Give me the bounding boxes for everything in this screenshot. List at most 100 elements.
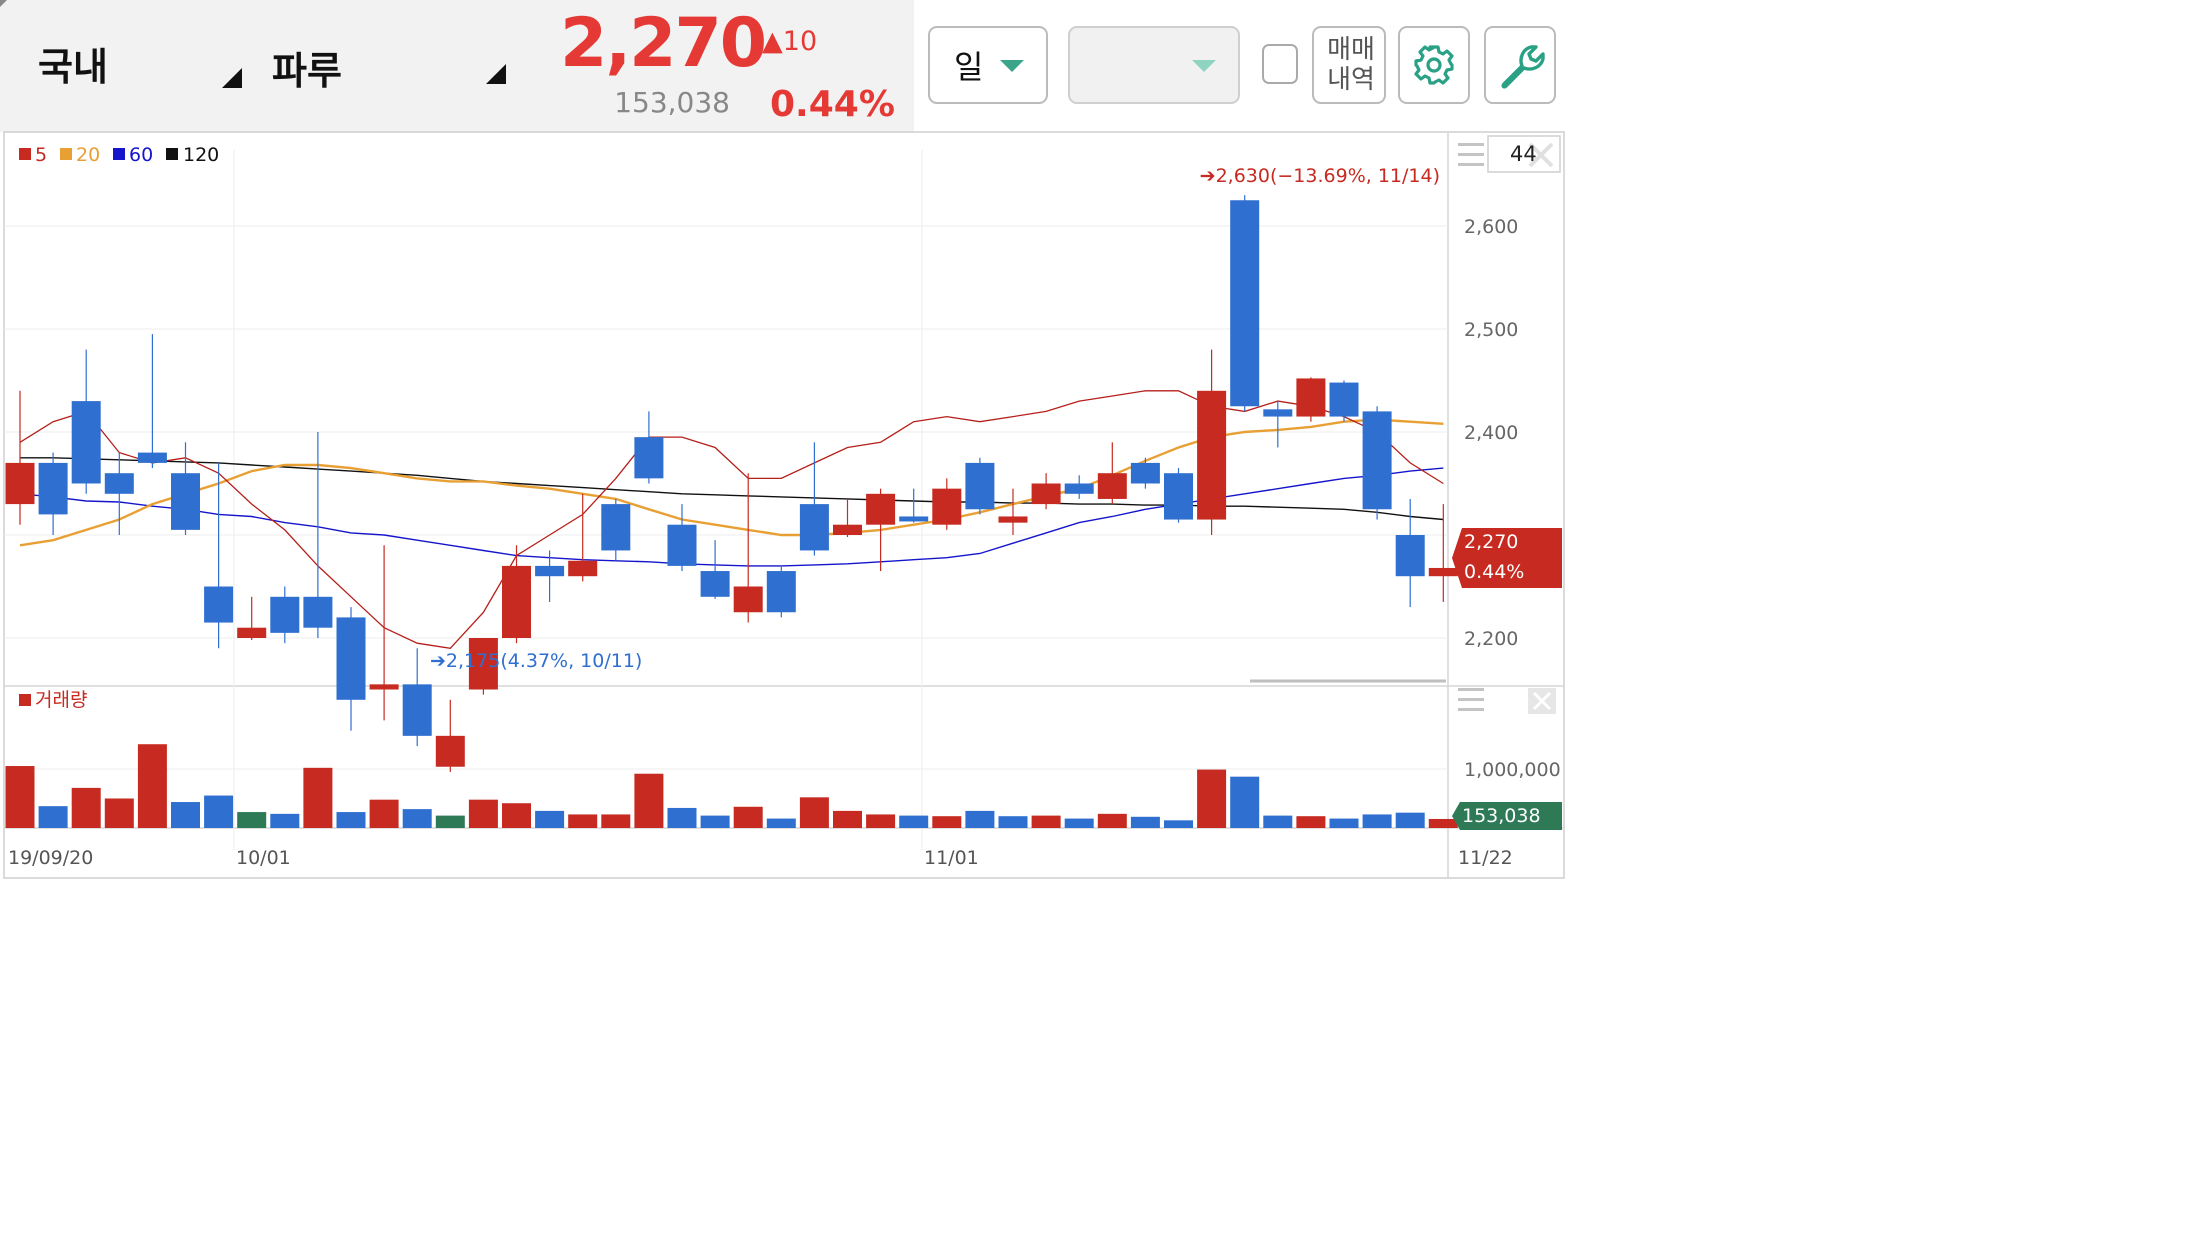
candle-body xyxy=(137,452,167,463)
count-box[interactable]: 44 xyxy=(1487,135,1561,173)
volume-bar xyxy=(1428,818,1458,828)
candlestick-series xyxy=(5,195,1458,772)
volume-bar xyxy=(1064,818,1094,828)
trade-history-button[interactable]: 매매 내역 xyxy=(1312,26,1386,104)
x-tick-label: 19/09/20 xyxy=(8,847,93,869)
candle-body xyxy=(998,516,1028,523)
close-icon xyxy=(1532,691,1552,711)
volume-bar xyxy=(468,799,498,828)
volume-bar xyxy=(303,767,333,828)
candle-body xyxy=(1130,462,1160,484)
candle-body xyxy=(667,524,697,566)
candle-body xyxy=(204,586,234,623)
candle-body xyxy=(1197,390,1227,520)
wrench-icon xyxy=(1501,45,1545,89)
candle-body xyxy=(104,473,134,494)
trade-history-label-1: 매매 xyxy=(1327,35,1375,65)
price-pane-menu-icon[interactable] xyxy=(1458,143,1484,166)
volume-bar xyxy=(270,813,300,828)
candle-body xyxy=(1296,378,1326,417)
stock-chart[interactable]: 2,600 2,500 2,400 2,200 1,000,000 19/09/20 10… xyxy=(0,0,1568,882)
current-price-tag: 2,270 0.44% xyxy=(1452,528,1562,588)
x-tick-labels: 19/09/20 10/01 11/01 11/22 xyxy=(8,847,1513,869)
candle-body xyxy=(932,488,962,525)
volume-bar xyxy=(568,814,598,828)
date-grid xyxy=(233,150,923,850)
chart-frame xyxy=(3,131,1565,879)
volume-bar xyxy=(535,810,565,828)
candle-body xyxy=(568,560,598,577)
corner-marker xyxy=(0,0,7,7)
volume-bar xyxy=(1164,820,1193,828)
market-dropdown-icon xyxy=(222,68,242,88)
candle-body xyxy=(965,462,995,510)
period-dropdown[interactable]: 일 xyxy=(928,26,1048,104)
indicator-dropdown[interactable] xyxy=(1068,26,1240,104)
volume-bar xyxy=(866,814,896,828)
volume-bar xyxy=(700,815,730,828)
candle-body xyxy=(369,684,399,690)
gear-icon xyxy=(1414,45,1454,85)
price-change: ▲10 xyxy=(762,26,818,57)
y-tick-label: 2,200 xyxy=(1464,628,1518,650)
volume-bar xyxy=(71,787,101,828)
candle-body xyxy=(270,596,300,633)
volume-bar xyxy=(435,815,465,828)
volume-bar xyxy=(1263,815,1293,828)
compare-checkbox[interactable] xyxy=(1262,44,1298,84)
volume-bar xyxy=(402,809,432,828)
legend-ma60-label: 60 xyxy=(129,144,153,166)
candle-body xyxy=(237,627,267,638)
candle-body xyxy=(733,586,763,613)
volume-bar xyxy=(502,803,531,828)
volume-pane-close-button[interactable] xyxy=(1528,688,1556,714)
y-tick-label: 2,600 xyxy=(1464,216,1518,238)
volume-bar xyxy=(634,773,664,828)
candle-body xyxy=(1064,483,1094,494)
x-tick-label: 10/01 xyxy=(236,847,291,869)
volume-legend-label: 거래량 xyxy=(35,689,87,711)
volume-bar xyxy=(1395,812,1425,828)
volume-bar xyxy=(204,795,234,828)
candle-body xyxy=(1031,483,1061,505)
volume-bar xyxy=(336,812,366,828)
current-volume-tag-value: 153,038 xyxy=(1462,805,1541,827)
volume-pane-menu-icon[interactable] xyxy=(1458,688,1484,711)
current-volume-tag: 153,038 xyxy=(1452,802,1562,830)
volume-bar xyxy=(799,797,829,828)
candle-body xyxy=(833,524,862,535)
trade-history-label-2: 내역 xyxy=(1327,65,1375,95)
legend-ma120-label: 120 xyxy=(183,144,219,166)
volume-tick-label: 1,000,000 xyxy=(1464,759,1561,781)
volume-bar xyxy=(965,810,995,828)
candle-body xyxy=(38,462,68,515)
indicator-chevron-icon xyxy=(1192,60,1216,72)
settings-button[interactable] xyxy=(1398,26,1470,104)
candle-body xyxy=(435,735,465,767)
candle-body xyxy=(336,617,366,700)
stock-dropdown-icon xyxy=(486,64,506,84)
volume-bar xyxy=(38,806,68,828)
volume-bar xyxy=(932,816,962,828)
legend-ma60-swatch xyxy=(113,148,125,160)
market-label: 국내 xyxy=(38,45,108,89)
candle-body xyxy=(866,493,896,525)
tools-button[interactable] xyxy=(1484,26,1556,104)
volume-bar xyxy=(998,816,1028,828)
y-tick-label: 2,400 xyxy=(1464,422,1518,444)
candle-body xyxy=(402,684,432,736)
legend-ma120-swatch xyxy=(166,148,178,160)
candle-body xyxy=(1395,535,1425,577)
volume-bar xyxy=(369,799,399,828)
volume-bar xyxy=(601,814,631,828)
candle-body xyxy=(5,462,35,505)
volume-bar xyxy=(104,798,134,828)
candle-body xyxy=(799,504,829,551)
volume-series xyxy=(5,744,1458,828)
candle-body xyxy=(468,638,498,690)
volume-bar xyxy=(1197,769,1227,828)
legend-ma20-swatch xyxy=(60,148,72,160)
y-tick-labels: 2,600 2,500 2,400 2,200 1,000,000 xyxy=(1464,216,1561,781)
candle-body xyxy=(1230,200,1260,407)
candle-body xyxy=(171,473,200,530)
